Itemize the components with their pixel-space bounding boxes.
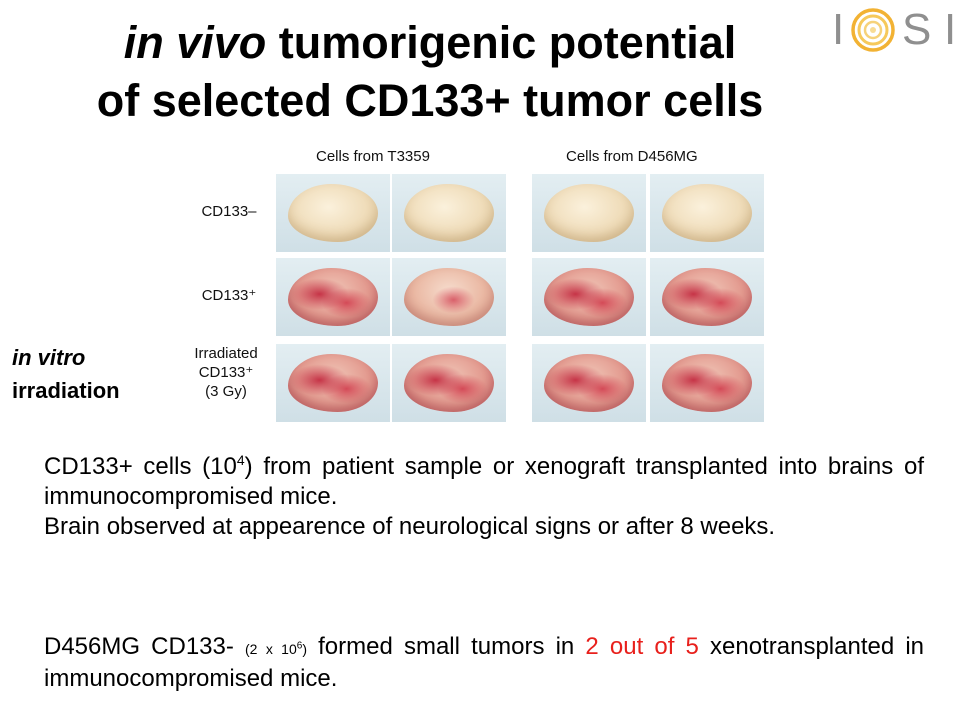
column-header-t3359: Cells from T3359: [316, 148, 430, 165]
brain-photo-r1c1: [276, 174, 390, 252]
column-header-d456mg: Cells from D456MG: [566, 148, 698, 165]
title-line-2: of selected CD133+ tumor cells: [96, 75, 764, 126]
brain-photo-r2c1: [276, 258, 390, 336]
brain-shape: [288, 184, 378, 242]
in-vitro-irradiation-label: in vitro irradiation: [12, 341, 120, 407]
brain-photo-r2c3: [532, 258, 646, 336]
paragraph-text: CD133+ cells (10: [44, 453, 237, 480]
brain-photo-r3c4: [650, 344, 764, 422]
row-label-line: CD133⁺: [201, 287, 257, 304]
brain-photo-r1c4: [650, 174, 764, 252]
logo-letter-i: I: [832, 5, 845, 54]
brain-photo-r3c2: [392, 344, 506, 422]
row-label-line: Irradiated: [194, 345, 258, 362]
brain-shape: [662, 184, 752, 242]
brain-photo-r1c2: [392, 174, 506, 252]
brain-shape: [662, 268, 752, 326]
brain-shape: [544, 268, 634, 326]
slide-title: in vivo tumorigenic potential of selecte…: [0, 14, 860, 130]
brain-shape: [404, 354, 494, 412]
brain-shape: [544, 184, 634, 242]
cell-count-small: (2 x 106): [245, 641, 307, 657]
paragraph-text: Brain observed at appearence of neurolog…: [44, 513, 776, 540]
highlight-ratio: 2 out of 5: [585, 633, 699, 660]
brain-shape: [662, 354, 752, 412]
superscript-exponent: 4: [236, 452, 245, 468]
brain-photo-r2c4: [650, 258, 764, 336]
cell-count-text: (2 x 10: [245, 641, 297, 657]
logo-letter-s: S: [902, 5, 932, 54]
paragraph-text: D456MG CD133-: [44, 633, 246, 660]
side-label-line-1: in vitro: [12, 345, 86, 370]
brain-photo-figure: Cells from T3359 Cells from D456MG CD133…: [180, 140, 780, 440]
row-label-line: CD133–: [201, 203, 257, 220]
cell-count-close: ): [302, 641, 307, 657]
brain-photo-r2c2: [392, 258, 506, 336]
circular-swirl-icon: [851, 8, 895, 52]
brain-photo-r3c1: [276, 344, 390, 422]
paragraph-text: xenotransplanted in immunocompromised mi…: [44, 633, 924, 692]
title-italic-text: in vivo: [123, 17, 267, 68]
title-line-1-rest: tumorigenic potential: [266, 17, 737, 68]
cell-count-exponent: 6: [296, 640, 303, 652]
row-label-cd133-positive: CD133⁺: [194, 286, 264, 305]
paragraph-text: formed small tumors in: [307, 633, 586, 660]
paragraph-text: ) from patient sample or xenograft trans…: [44, 453, 924, 510]
brain-photo-r1c3: [532, 174, 646, 252]
row-label-line: (3 Gy): [205, 383, 247, 400]
row-label-cd133-negative: CD133–: [194, 202, 264, 221]
logo-letter-i-2: I: [944, 5, 957, 54]
brain-shape: [288, 268, 378, 326]
side-label-line-2: irradiation: [12, 378, 120, 403]
brain-photo-r3c3: [532, 344, 646, 422]
paragraph-result: D456MG CD133- (2 x 106) formed small tum…: [44, 632, 924, 694]
brain-shape: [288, 354, 378, 412]
row-label-line: CD133⁺: [198, 364, 254, 381]
title-line-1: in vivo tumorigenic potential: [0, 14, 860, 72]
row-label-irradiated: Irradiated CD133⁺ (3 Gy): [180, 344, 272, 401]
paragraph-method: CD133+ cells (104) from patient sample o…: [44, 452, 924, 542]
brain-shape: [544, 354, 634, 412]
brain-shape: [404, 184, 494, 242]
brain-shape: [404, 268, 494, 326]
